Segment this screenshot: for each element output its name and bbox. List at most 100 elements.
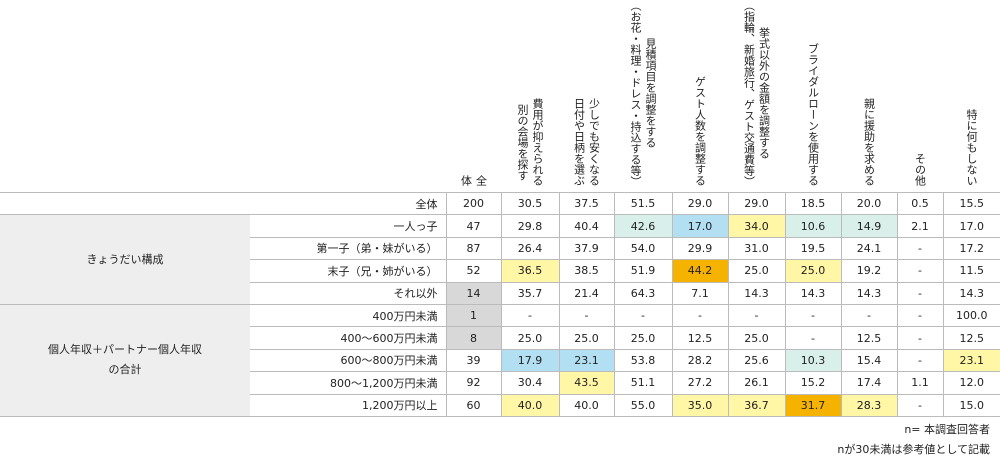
value-cell: 28.3 — [840, 394, 897, 417]
value-cell: 14.3 — [942, 282, 1000, 305]
value-cell: - — [896, 282, 943, 305]
value-cell: 19.2 — [840, 259, 897, 283]
row-label: 1,200万円以上 — [250, 394, 446, 417]
table-body: 全体 200 30.5 37.5 51.5 29.0 29.0 18.5 20.0 0.5 15.5… — [0, 191, 1000, 417]
value-cell: 36.7 — [727, 394, 785, 417]
sample-size-cell: 1 — [445, 304, 501, 328]
value-cell: 12.0 — [942, 371, 1000, 395]
value-cell: 2.1 — [896, 214, 943, 238]
value-cell: 12.5 — [840, 326, 897, 350]
value-cell: 29.9 — [671, 237, 728, 261]
value-cell: - — [558, 304, 614, 328]
value-cell: 25.0 — [727, 326, 785, 350]
sample-size-cell: 14 — [445, 282, 501, 305]
value-cell: - — [784, 304, 841, 328]
value-cell: 38.5 — [558, 259, 614, 283]
value-cell: 31.0 — [727, 237, 785, 261]
value-cell: 29.0 — [727, 191, 785, 216]
column-header-label: 費用が抑えられる 別の会場を探す — [516, 98, 544, 186]
value-cell: 14.3 — [840, 282, 897, 305]
value-cell: 12.5 — [671, 326, 728, 350]
value-cell: 51.5 — [613, 191, 672, 216]
value-cell: 31.7 — [784, 394, 841, 417]
column-header: ブライダルローンを使用する — [785, 0, 841, 193]
column-header: 全 体 — [446, 0, 501, 193]
row-label: 800～1,200万円未満 — [250, 371, 446, 395]
column-header: その他 — [897, 0, 943, 193]
sample-size-cell: 87 — [445, 237, 501, 261]
value-cell: 25.0 — [500, 326, 559, 350]
value-cell: 7.1 — [671, 282, 728, 305]
value-cell: 37.5 — [558, 191, 614, 216]
table-row: 400～600万円未満 8 25.0 25.0 25.0 12.5 25.0-12.5-12… — [0, 326, 1000, 350]
value-cell: - — [500, 304, 559, 328]
value-cell: 14.3 — [784, 282, 841, 305]
value-cell: 17.0 — [671, 214, 728, 238]
value-cell: 40.0 — [558, 394, 614, 417]
value-cell: 25.6 — [727, 349, 785, 373]
value-cell: - — [896, 394, 943, 417]
value-cell: 26.4 — [500, 237, 559, 261]
value-cell: 1.1 — [896, 371, 943, 395]
value-cell: 37.9 — [558, 237, 614, 261]
value-cell: 18.5 — [784, 191, 841, 216]
row-label: 一人っ子 — [250, 214, 446, 238]
row-label: 400～600万円未満 — [250, 326, 446, 350]
value-cell: 25.0 — [613, 326, 672, 350]
value-cell: 40.4 — [558, 214, 614, 238]
value-cell: 0.5 — [896, 191, 943, 216]
table-row: 600～800万円未満 39 17.9 23.1 53.8 28.2 25.6 10.3 15.… — [0, 349, 1000, 373]
value-cell: 43.5 — [558, 371, 614, 395]
value-cell: 26.1 — [727, 371, 785, 395]
value-cell: 15.4 — [840, 349, 897, 373]
value-cell: 64.3 — [613, 282, 672, 305]
column-header: 費用が抑えられる 別の会場を探す — [501, 0, 559, 193]
group-label: きょうだい構成 — [0, 214, 250, 305]
value-cell: - — [727, 304, 785, 328]
value-cell: 29.0 — [671, 191, 728, 216]
value-cell: 17.9 — [500, 349, 559, 373]
value-cell: 30.4 — [500, 371, 559, 395]
footnote-reference: nが30未満は参考値として記載 — [837, 443, 990, 456]
column-header: 特に何もしない — [943, 0, 1000, 193]
sample-size-cell: 52 — [445, 259, 501, 283]
value-cell: 23.1 — [942, 349, 1000, 373]
value-cell: 10.3 — [784, 349, 841, 373]
sample-size-cell: 200 — [445, 191, 501, 216]
value-cell: 25.0 — [558, 326, 614, 350]
footnote-n: n= 本調査回答者 — [904, 423, 990, 436]
sample-size-cell: 47 — [445, 214, 501, 238]
value-cell: 28.2 — [671, 349, 728, 373]
value-cell: 14.9 — [840, 214, 897, 238]
value-cell: 23.1 — [558, 349, 614, 373]
sample-size-cell: 60 — [445, 394, 501, 417]
value-cell: 100.0 — [942, 304, 1000, 328]
row-label: 末子（兄・姉がいる） — [250, 259, 446, 283]
column-header-label: 少しでも安くなる 日付や日柄を選ぶ — [572, 98, 601, 186]
column-header: 少しでも安くなる 日付や日柄を選ぶ — [559, 0, 614, 193]
value-cell: - — [671, 304, 728, 328]
value-cell: 10.6 — [784, 214, 841, 238]
table-row: 第一子（弟・妹がいる） 87 26.4 37.9 54.0 29.9 31.0 19.5 24.… — [0, 237, 1000, 261]
value-cell: 34.0 — [727, 214, 785, 238]
column-header-label: その他 — [913, 153, 927, 186]
value-cell: 27.2 — [671, 371, 728, 395]
value-cell: 51.1 — [613, 371, 672, 395]
header-spacer — [0, 0, 250, 193]
value-cell: 40.0 — [500, 394, 559, 417]
value-cell: - — [896, 349, 943, 373]
sample-size-cell: 8 — [445, 326, 501, 350]
row-label: それ以外 — [250, 282, 446, 305]
value-cell: 42.6 — [613, 214, 672, 238]
value-cell: 29.8 — [500, 214, 559, 238]
table-row: 末子（兄・姉がいる） 52 36.5 38.5 51.9 44.2 25.0 25.0 19.2… — [0, 259, 1000, 283]
value-cell: 17.0 — [942, 214, 1000, 238]
column-header-label: 見積項目を調整をする （お花・料理・ドレス・持込する等） — [629, 0, 657, 187]
row-label: 400万円未満 — [250, 304, 446, 328]
value-cell: 44.2 — [671, 259, 728, 283]
value-cell: 53.8 — [613, 349, 672, 373]
table-row: 全体 200 30.5 37.5 51.5 29.0 29.0 18.5 20.0 0.5 15.5 — [0, 191, 1000, 216]
value-cell: 51.9 — [613, 259, 672, 283]
column-header-label: ブライダルローンを使用する — [806, 43, 820, 186]
value-cell: 24.1 — [840, 237, 897, 261]
